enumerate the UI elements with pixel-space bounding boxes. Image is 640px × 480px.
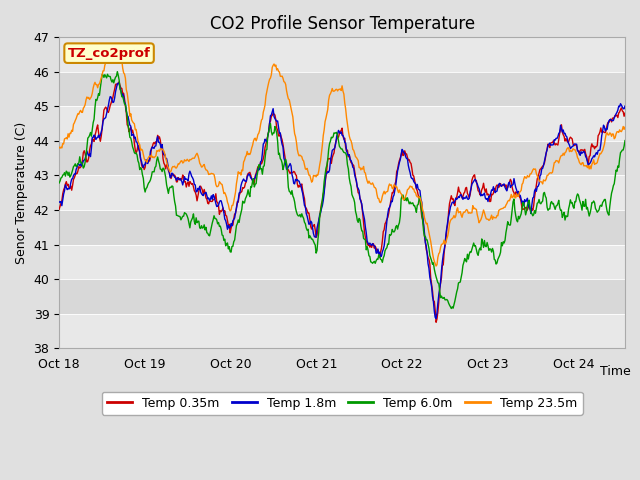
Temp 6.0m xyxy=(113,69,121,74)
Bar xyxy=(59,210,625,245)
Temp 6.0m xyxy=(396,213,404,219)
Temp 0.35m xyxy=(129,127,136,133)
Temp 6.0m xyxy=(68,170,76,176)
Bar xyxy=(59,37,625,72)
Temp 6.0m xyxy=(373,256,381,262)
Temp 0.35m xyxy=(432,319,440,325)
Temp 1.8m xyxy=(68,176,76,182)
Temp 0.35m xyxy=(97,138,104,144)
Temp 0.35m xyxy=(621,110,629,116)
Temp 23.5m xyxy=(68,127,76,133)
Text: TZ_co2prof: TZ_co2prof xyxy=(68,47,150,60)
Temp 0.35m xyxy=(396,155,404,161)
Temp 0.35m xyxy=(115,79,123,85)
Bar xyxy=(59,72,625,107)
Temp 1.8m xyxy=(55,199,63,204)
X-axis label: Time: Time xyxy=(600,365,630,378)
Temp 0.35m xyxy=(106,107,113,112)
Temp 23.5m xyxy=(110,47,118,53)
Temp 23.5m xyxy=(55,144,63,150)
Line: Temp 1.8m: Temp 1.8m xyxy=(59,83,625,318)
Temp 6.0m xyxy=(447,306,455,312)
Line: Temp 0.35m: Temp 0.35m xyxy=(59,82,625,322)
Bar xyxy=(59,279,625,313)
Temp 0.35m xyxy=(373,249,381,254)
Temp 6.0m xyxy=(129,144,136,150)
Line: Temp 23.5m: Temp 23.5m xyxy=(59,50,625,266)
Y-axis label: Senor Temperature (C): Senor Temperature (C) xyxy=(15,121,28,264)
Bar xyxy=(59,176,625,210)
Temp 6.0m xyxy=(97,85,104,91)
Temp 23.5m xyxy=(432,263,440,269)
Temp 23.5m xyxy=(97,78,104,84)
Bar xyxy=(59,141,625,176)
Temp 1.8m xyxy=(129,132,136,137)
Temp 0.35m xyxy=(55,206,63,212)
Temp 1.8m xyxy=(115,80,122,86)
Temp 6.0m xyxy=(621,138,629,144)
Temp 1.8m xyxy=(97,132,104,138)
Temp 23.5m xyxy=(129,119,136,125)
Temp 23.5m xyxy=(396,190,404,195)
Temp 1.8m xyxy=(373,251,381,256)
Temp 23.5m xyxy=(373,192,381,198)
Temp 23.5m xyxy=(621,124,629,130)
Legend: Temp 0.35m, Temp 1.8m, Temp 6.0m, Temp 23.5m: Temp 0.35m, Temp 1.8m, Temp 6.0m, Temp 2… xyxy=(102,392,582,415)
Temp 1.8m xyxy=(106,97,113,103)
Bar xyxy=(59,313,625,348)
Line: Temp 6.0m: Temp 6.0m xyxy=(59,72,625,309)
Temp 1.8m xyxy=(621,103,629,109)
Title: CO2 Profile Sensor Temperature: CO2 Profile Sensor Temperature xyxy=(209,15,475,33)
Temp 1.8m xyxy=(432,315,440,321)
Temp 23.5m xyxy=(106,54,113,60)
Temp 1.8m xyxy=(396,157,404,163)
Temp 0.35m xyxy=(68,187,76,193)
Bar xyxy=(59,107,625,141)
Temp 6.0m xyxy=(106,73,113,79)
Temp 6.0m xyxy=(55,180,63,186)
Bar xyxy=(59,245,625,279)
